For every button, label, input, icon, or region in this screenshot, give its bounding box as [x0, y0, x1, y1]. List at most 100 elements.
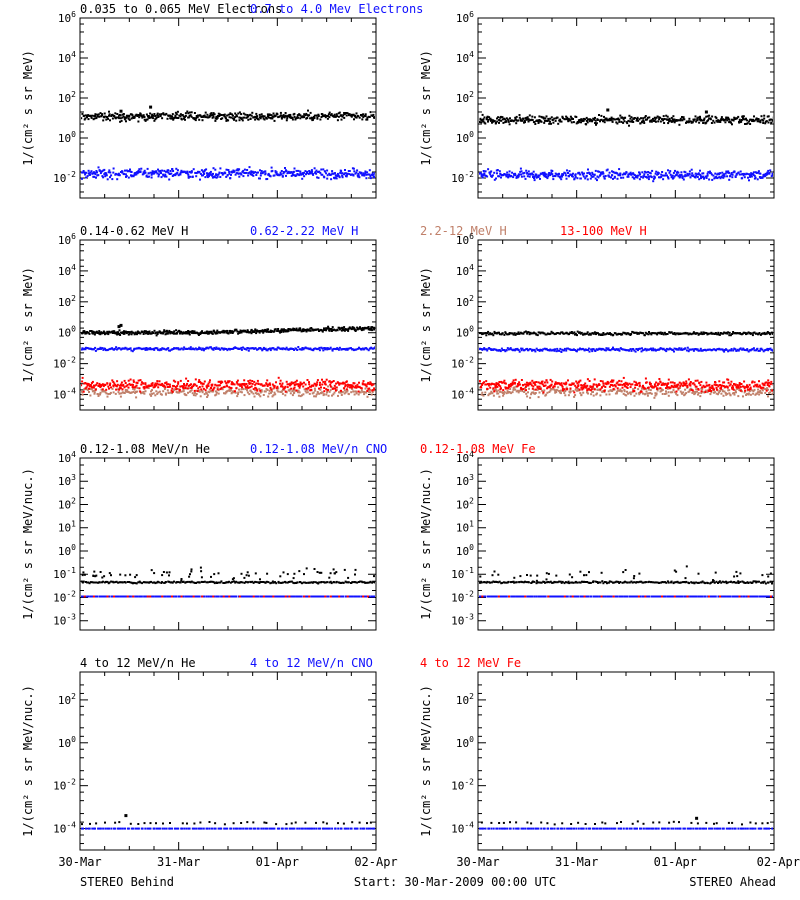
data-point — [374, 172, 375, 175]
data-point — [505, 175, 508, 178]
data-point — [206, 394, 209, 397]
data-point — [275, 171, 278, 174]
data-point — [692, 118, 695, 121]
data-point — [525, 381, 528, 384]
data-point — [303, 116, 306, 119]
data-point — [193, 348, 196, 351]
data-point — [659, 347, 662, 350]
data-point — [240, 391, 243, 394]
data-point — [737, 395, 740, 398]
data-point — [205, 386, 208, 389]
data-point — [97, 332, 100, 334]
data-point — [364, 170, 367, 173]
data-point — [635, 331, 638, 334]
data-point — [572, 172, 574, 175]
data-point — [318, 387, 320, 390]
data-point — [167, 391, 170, 394]
data-point — [105, 332, 108, 335]
data-point — [364, 113, 367, 116]
data-point — [322, 168, 325, 171]
data-point — [702, 331, 705, 334]
data-point — [249, 117, 252, 120]
data-point — [309, 347, 312, 350]
data-point — [150, 332, 153, 335]
data-point — [739, 332, 742, 335]
data-point — [301, 394, 303, 397]
data-point — [372, 173, 375, 176]
data-point — [254, 383, 257, 386]
data-point — [163, 169, 166, 172]
data-point — [624, 116, 627, 119]
data-point — [136, 114, 139, 117]
data-point — [156, 113, 159, 116]
data-point — [697, 116, 700, 119]
data-point — [727, 170, 730, 173]
data-point — [369, 177, 372, 180]
data-point — [221, 388, 224, 391]
data-point — [335, 113, 338, 116]
data-point — [635, 119, 638, 122]
data-point — [252, 174, 255, 177]
data-point — [699, 332, 702, 335]
data-point — [103, 168, 106, 171]
data-point — [192, 168, 195, 171]
data-point — [691, 332, 694, 335]
data-point — [219, 382, 222, 385]
data-point — [602, 175, 605, 178]
data-point — [107, 393, 110, 395]
data-point — [528, 333, 531, 336]
data-point — [224, 347, 227, 350]
data-point — [661, 389, 664, 391]
data-point — [325, 378, 328, 381]
data-point — [96, 393, 99, 395]
data-point — [527, 120, 530, 123]
data-point — [554, 348, 557, 351]
data-point — [493, 332, 496, 335]
data-point — [600, 118, 603, 121]
data-point — [516, 389, 519, 392]
data-point — [355, 171, 358, 174]
data-point — [587, 347, 590, 350]
data-point — [108, 110, 110, 113]
data-point — [703, 117, 706, 120]
data-point — [566, 116, 569, 119]
data-point — [665, 350, 668, 353]
data-point — [325, 388, 328, 391]
data-point — [643, 334, 646, 337]
data-point — [187, 380, 190, 382]
data-point — [105, 392, 108, 395]
data-point — [534, 388, 537, 391]
data-point — [492, 334, 495, 337]
data-point — [148, 330, 151, 333]
data-point — [315, 172, 318, 175]
data-point — [533, 121, 536, 123]
data-point — [270, 388, 273, 391]
data-point — [159, 169, 162, 172]
data-point — [590, 174, 593, 177]
data-point — [544, 174, 547, 177]
data-point — [479, 380, 481, 383]
data-point — [575, 122, 578, 125]
data-point — [95, 116, 98, 119]
data-point — [247, 118, 250, 121]
data-point — [201, 390, 204, 393]
data-point — [520, 386, 522, 389]
data-point — [276, 389, 279, 392]
data-point — [584, 118, 587, 121]
data-point — [151, 348, 154, 351]
data-point — [669, 331, 672, 334]
data-point — [83, 114, 86, 117]
data-point — [650, 349, 653, 352]
data-point — [294, 117, 297, 120]
data-point — [662, 333, 665, 336]
data-point — [92, 332, 95, 335]
data-point — [356, 347, 359, 350]
data-point — [215, 116, 218, 118]
data-point — [545, 333, 548, 336]
data-point — [695, 332, 698, 335]
data-point — [649, 389, 652, 392]
data-point — [95, 176, 97, 179]
data-point — [194, 394, 197, 397]
data-point — [220, 114, 223, 116]
data-point — [650, 119, 653, 122]
